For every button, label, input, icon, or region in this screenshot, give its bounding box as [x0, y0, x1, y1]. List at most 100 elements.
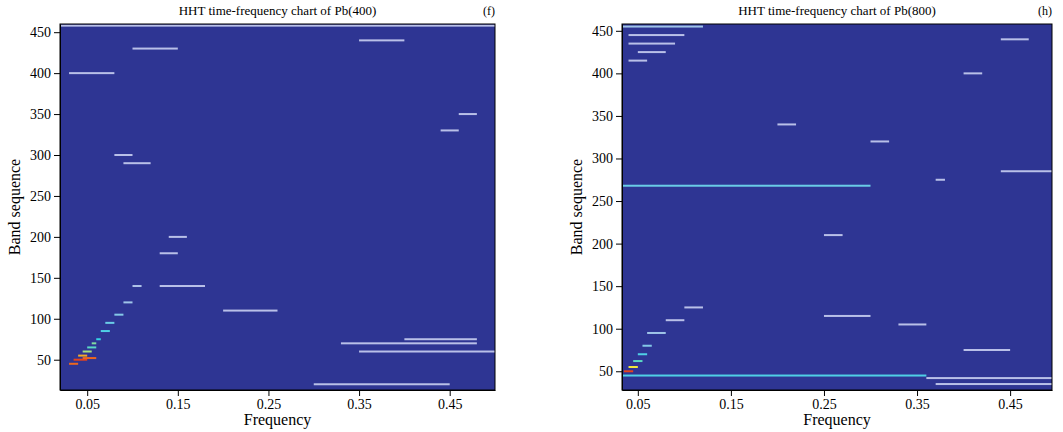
x-tick-mark [638, 390, 639, 396]
y-tick-label: 450 [592, 24, 613, 39]
spectrum-segment [314, 383, 450, 385]
spectrum-segment [78, 355, 87, 357]
spectrum-segment [666, 319, 685, 321]
x-tick-mark [268, 390, 269, 396]
x-tick: 0.45 [998, 390, 1023, 412]
spectrum-segment [160, 252, 178, 254]
y-tick: 450 [592, 24, 622, 39]
x-tick-label: 0.15 [719, 397, 744, 412]
chart-title: HHT time-frequency chart of Pb(400) [179, 3, 377, 18]
y-tick: 150 [30, 271, 60, 286]
y-tick-mark [54, 155, 60, 156]
y-axis: 50100150200250300350400450 [592, 24, 623, 391]
x-tick: 0.05 [626, 390, 651, 412]
x-tick-mark [450, 390, 451, 396]
y-tick: 300 [592, 151, 622, 166]
spectrum-segment [777, 123, 796, 125]
x-tick-label: 0.15 [166, 397, 191, 412]
plot-frame [622, 24, 1052, 390]
y-tick-mark [54, 73, 60, 74]
x-axis-line [623, 390, 1053, 391]
y-tick-label: 400 [30, 66, 51, 81]
y-tick-mark [616, 329, 622, 330]
x-tick: 0.15 [166, 390, 191, 412]
x-tick-label: 0.25 [257, 397, 282, 412]
y-tick: 50 [599, 364, 622, 379]
x-tick-label: 0.45 [438, 397, 463, 412]
plot-background [60, 24, 495, 390]
spectrum-segment [629, 43, 676, 45]
x-tick-mark [731, 390, 732, 396]
y-tick-mark [616, 286, 622, 287]
y-tick-label: 400 [592, 66, 613, 81]
y-tick-label: 100 [592, 322, 613, 337]
spectrum-segment [647, 332, 666, 334]
y-tick-label: 300 [30, 148, 51, 163]
y-tick: 350 [30, 107, 60, 122]
x-tick: 0.35 [905, 390, 930, 412]
x-tick-label: 0.35 [905, 397, 930, 412]
spectrum-segment [83, 351, 92, 353]
spectrum-segment [633, 360, 642, 362]
segments [60, 25, 495, 386]
x-axis-title: Frequency [244, 411, 312, 429]
y-tick: 250 [30, 189, 60, 204]
spectrum-segment [964, 349, 1011, 351]
x-tick-mark [87, 390, 88, 396]
x-tick: 0.05 [75, 390, 100, 412]
spectrum-segment [936, 179, 945, 181]
spectrum-segment [133, 48, 178, 50]
x-axis-title: Frequency [803, 411, 871, 429]
spectrum-segment [1001, 170, 1052, 172]
y-axis-line [60, 25, 61, 391]
y-tick-label: 100 [30, 312, 51, 327]
y-tick-label: 200 [30, 230, 51, 245]
spectrum-segment [87, 346, 96, 348]
y-tick-mark [616, 73, 622, 74]
y-tick-label: 50 [37, 353, 51, 368]
y-tick: 150 [592, 279, 622, 294]
x-tick-mark [359, 390, 360, 396]
y-tick: 100 [592, 322, 622, 337]
spectrum-segment [871, 140, 890, 142]
spectrum-segment [1001, 38, 1029, 40]
x-tick: 0.25 [812, 390, 837, 412]
y-tick: 300 [30, 148, 60, 163]
spectrum-segment [824, 234, 843, 236]
y-tick: 400 [30, 66, 60, 81]
x-tick-mark [1010, 390, 1011, 396]
x-axis-line [61, 390, 496, 391]
spectrum-segment [160, 285, 205, 287]
spectrum-segment [341, 342, 477, 344]
y-tick-mark [54, 114, 60, 115]
y-tick-label: 150 [30, 271, 51, 286]
y-tick-label: 300 [592, 151, 613, 166]
y-tick-mark [54, 196, 60, 197]
spectrum-segment [622, 375, 926, 377]
y-tick-label: 350 [592, 109, 613, 124]
spectrum-segment [629, 34, 685, 36]
y-tick-mark [54, 319, 60, 320]
spectrum-segment [824, 315, 871, 317]
spectrum-segment [133, 285, 142, 287]
chart-title: HHT time-frequency chart of Pb(800) [738, 3, 936, 18]
chart-canvas: 0.05 0.15 0.25 0.35 0.45 50 100 150 200 250 300 350… [0, 0, 1063, 432]
y-tick-mark [616, 371, 622, 372]
y-tick-mark [616, 116, 622, 117]
y-tick-mark [616, 244, 622, 245]
plot-frame [60, 24, 495, 390]
plot-background [622, 24, 1052, 390]
y-tick-label: 250 [30, 189, 51, 204]
y-tick-label: 250 [592, 194, 613, 209]
y-tick-mark [616, 31, 622, 32]
spectrum-segment [642, 345, 651, 347]
y-axis-title: Band sequence [568, 159, 586, 255]
spectrum-segment [92, 342, 97, 344]
spectrum-segment [629, 366, 638, 368]
spectrum-segment [622, 26, 703, 28]
spectrum-segment [169, 236, 187, 238]
y-tick: 200 [30, 230, 60, 245]
spectrum-segment [359, 351, 495, 353]
spectrum-segment [114, 314, 123, 316]
spectrum-segment [459, 113, 477, 115]
